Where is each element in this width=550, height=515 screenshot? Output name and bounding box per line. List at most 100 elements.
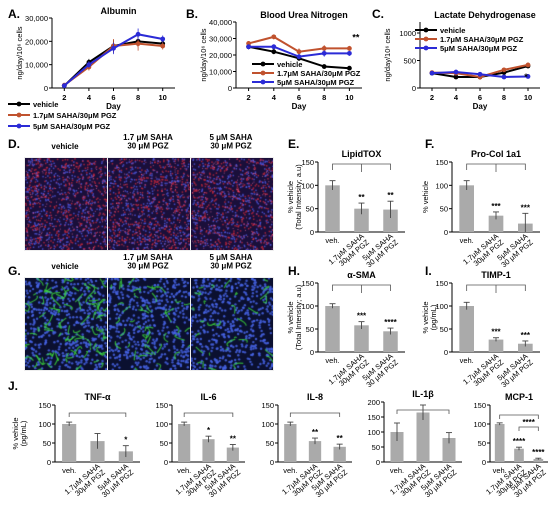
chart-title: IL-8 [307,392,323,402]
y-tick-label: 40,000 [209,18,232,27]
y-tick-label: 20,000 [25,37,48,46]
comparison-bracket [499,414,539,419]
significance-label: ** [312,428,319,437]
legend-label: 1.7μM SAHA/30μM PGZ [277,69,361,78]
comparison-bracket [396,409,450,414]
y-tick-label: 50 [306,325,314,334]
category-label: 5μM SAHA30 μM PGZ [494,231,535,269]
x-tick-label: 6 [297,93,301,102]
x-tick-label: 4 [272,93,277,102]
x-tick-label: 10 [159,93,167,102]
y-tick-label: 10,000 [209,68,232,77]
legend-label: 5μM SAHA/30μM PGZ [33,122,111,131]
y-tick-label: 30,000 [25,14,48,23]
bar [518,343,533,352]
y-tick-label: 10,000 [25,61,48,70]
y-tick-label: 100 [473,420,486,429]
category-label: veh. [493,466,507,475]
y-tick-label: 150 [301,279,314,288]
y-tick-label: 30,000 [209,35,232,44]
y-axis-label: % vehicle(Total Intensity; a.u) [286,284,303,350]
bar [354,208,369,232]
data-point [453,69,459,75]
bar [488,339,504,352]
panel-letter: C. [372,7,384,21]
panel-letter: F. [425,137,434,151]
category-label: 5μM SAHA30 μM PGZ [95,461,136,499]
legend-label: 1.7μM SAHA/30μM PGZ [33,111,117,120]
x-tick-label: 2 [62,93,66,102]
y-tick-label: 150 [301,158,314,167]
category-label: veh. [460,356,474,365]
column-header: vehicle [51,142,79,151]
significance-label: ** [358,193,365,202]
y-tick-label: 20,000 [209,51,232,60]
category-label: veh. [325,236,339,245]
y-tick-label: 0 [444,228,448,237]
y-tick-label: 100 [367,428,380,437]
data-point [135,31,141,37]
data-point [86,62,92,68]
data-point [271,34,277,40]
legend-marker [260,61,266,67]
data-point [296,54,302,60]
y-tick-label: 150 [155,401,168,410]
comparison-bracket [183,412,234,417]
category-label: veh. [283,466,297,475]
line-chart-A: Albumin 0 10,000 20,000 30,000 2 4 6 8 10 Day ng/da… [8,6,175,131]
legend-label: vehicle [33,100,58,109]
y-tick-label: 200 [367,398,380,407]
panel-letter: B. [186,7,198,21]
bar [442,438,456,462]
y-tick-label: 50 [478,439,486,448]
data-point [525,62,531,68]
legend-marker [423,36,429,42]
bar [494,424,505,462]
y-tick-label: 1000 [399,29,416,38]
x-tick-label: 10 [345,93,353,102]
panel-letter: A. [8,7,20,21]
data-point [321,64,327,69]
significance-label: **** [532,448,545,457]
bar [390,432,404,462]
panel-letters: A. B. C. D. E. F. G. H. I. J. [8,7,434,393]
significance-label: * [524,72,528,82]
bar [90,441,105,462]
significance-label: **** [513,437,526,446]
x-tick-label: 4 [454,93,459,102]
category-label: 5μM SAHA30 μM PGZ [360,351,401,389]
comparison-bracket [518,426,539,431]
y-tick-label: 50 [372,443,380,452]
bar [226,447,239,462]
y-tick-label: 0 [482,458,486,467]
bar-chart-G: α-SMA 0 50 100 150% vehicle(Total Intensity;… [286,270,405,389]
x-axis-label: Day [473,102,488,111]
y-axis-label: ng/day/10⁶ cells [15,26,24,79]
significance-label: ** [230,435,237,444]
y-tick-label: 0 [310,348,314,357]
data-point [525,74,531,79]
bar [325,185,340,232]
significance-label: *** [357,312,367,321]
legend-marker [16,112,22,118]
data-point [501,74,507,80]
x-tick-label: 2 [247,93,251,102]
micrograph-f-vehicle [24,277,108,371]
panel-letter: J. [8,379,18,393]
data-point [347,50,352,56]
significance-label: ** [387,191,394,200]
micrograph-d-saha-5 [190,157,274,251]
chart-title: LipidTOX [342,149,382,159]
x-axis-label: Day [292,102,307,111]
x-tick-label: 8 [322,93,326,102]
bar [488,215,504,232]
chart-title: Lactate Dehydrogenase [434,10,536,20]
data-point [321,50,327,56]
bar [325,306,340,352]
bar-chart-E: LipidTOX 0 50 100 150% vehicle(Total Intensi… [286,149,405,269]
